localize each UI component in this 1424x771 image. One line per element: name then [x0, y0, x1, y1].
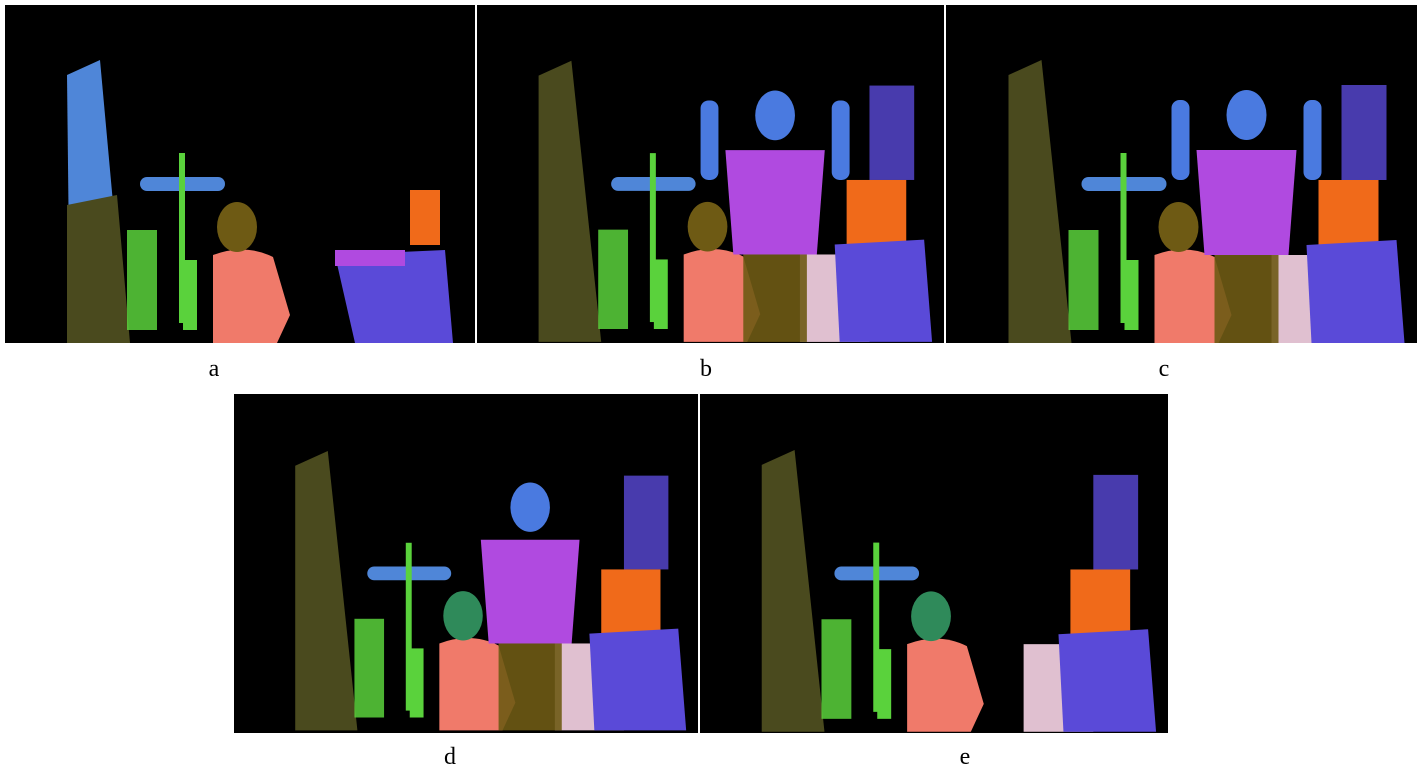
- lamp-pole: [1120, 153, 1127, 323]
- plant-segment-2: [653, 259, 668, 330]
- shelf-upper: [869, 85, 915, 180]
- chair-segment: [907, 638, 984, 732]
- seated-head: [911, 591, 951, 642]
- plant-segment-2: [877, 649, 892, 719]
- seated-head: [217, 202, 257, 252]
- plant-segment: [127, 230, 157, 330]
- wall-segment: [295, 450, 358, 731]
- person-torso: [1196, 150, 1297, 255]
- wall-segment: [1008, 60, 1072, 343]
- shelf-upper: [623, 475, 669, 570]
- lamp-pole: [405, 542, 412, 711]
- lamp-pole: [649, 153, 656, 323]
- shelf-segment: [410, 190, 440, 245]
- shelf-upper: [1341, 85, 1387, 180]
- caption-e: e: [959, 744, 971, 770]
- seated-head: [443, 591, 483, 641]
- chair-segment: [213, 249, 290, 343]
- plant-segment: [821, 619, 852, 719]
- panel-c-image: [946, 5, 1417, 343]
- desk-segment: [1306, 240, 1405, 343]
- panel-e-image: [700, 394, 1168, 733]
- person-legs: [743, 254, 807, 342]
- plant-segment-2: [409, 648, 424, 718]
- person-legs: [1214, 255, 1279, 343]
- wall-segment: [761, 449, 825, 732]
- person-right-arm: [831, 100, 850, 180]
- person-left-arm: [1171, 100, 1190, 180]
- person-head: [755, 90, 795, 141]
- desk-top: [335, 250, 405, 266]
- desk-segment: [335, 250, 453, 343]
- plant-segment: [598, 229, 629, 330]
- person-right-arm: [1303, 100, 1322, 180]
- caption-b: b: [700, 356, 712, 382]
- seated-head: [687, 201, 728, 252]
- panel-d-image: [234, 394, 698, 733]
- caption-c: c: [1158, 356, 1170, 382]
- person-left-arm: [700, 100, 719, 180]
- person-torso: [725, 150, 825, 255]
- panel-b-image: [477, 5, 944, 343]
- wall-lower-segment: [67, 195, 130, 343]
- person-head: [1226, 90, 1267, 140]
- chair-segment: [683, 248, 761, 342]
- person-head: [510, 482, 550, 532]
- seated-head: [1158, 202, 1199, 252]
- plant-segment-2: [1124, 260, 1139, 330]
- shelf-upper: [1093, 474, 1139, 570]
- caption-a: a: [208, 356, 220, 382]
- desk-segment: [589, 628, 687, 731]
- chair-segment: [439, 637, 516, 731]
- desk-segment: [1058, 629, 1157, 732]
- panel-a-image: [5, 5, 475, 343]
- wall-segment: [538, 60, 602, 342]
- plant-segment: [1068, 230, 1099, 330]
- caption-d: d: [444, 744, 456, 770]
- person-torso: [480, 539, 580, 644]
- lamp-pole: [873, 542, 880, 712]
- plant-segment-2: [183, 260, 197, 330]
- desk-segment: [834, 239, 933, 342]
- plant-segment: [354, 618, 385, 718]
- chair-segment: [1154, 249, 1232, 343]
- lamp-pole: [179, 153, 185, 323]
- person-legs: [498, 643, 562, 731]
